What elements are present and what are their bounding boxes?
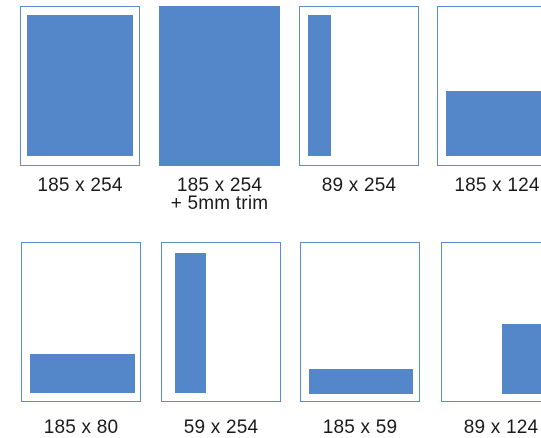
ad-area (159, 6, 280, 166)
layout-label: 185 x 254 (37, 175, 123, 196)
layout-label: 185 x 80 (43, 417, 119, 438)
ad-area (175, 253, 206, 393)
ad-area (502, 324, 541, 394)
layout-option-89x254[interactable] (299, 6, 419, 166)
layout-option-185x59[interactable] (300, 242, 420, 402)
layout-label: 89 x 254 (321, 175, 397, 196)
ad-area (27, 15, 133, 156)
layout-label: 89 x 124 (463, 417, 539, 438)
ad-area (446, 91, 541, 156)
layout-option-59x254[interactable] (161, 242, 281, 402)
layout-caption: 185 x 254 + 5mm trim (159, 175, 280, 214)
ad-area (308, 15, 331, 156)
layout-option-89x124[interactable] (441, 242, 541, 402)
ad-area (309, 369, 413, 394)
layout-label: 59 x 254 (183, 417, 259, 438)
layout-label: 185 x 59 (322, 417, 398, 438)
layout-option-185x254[interactable] (20, 6, 140, 166)
layout-caption: 185 x 124 (437, 175, 541, 196)
layout-caption: 185 x 80 (21, 417, 141, 438)
layout-sublabel: + 5mm trim (170, 193, 269, 214)
ad-area (30, 354, 135, 393)
layout-caption: 185 x 254 (20, 175, 140, 196)
layout-option-185x254-trim[interactable] (159, 6, 280, 166)
layout-option-185x124[interactable] (437, 6, 541, 166)
layout-caption: 89 x 254 (299, 175, 419, 196)
layout-caption: 59 x 254 (161, 417, 281, 438)
layout-caption: 185 x 59 (300, 417, 420, 438)
layout-label: 185 x 124 (454, 175, 540, 196)
layout-label: 185 x 254 (176, 175, 263, 196)
layout-option-185x80[interactable] (21, 242, 141, 402)
layout-caption: 89 x 124 (441, 417, 541, 438)
